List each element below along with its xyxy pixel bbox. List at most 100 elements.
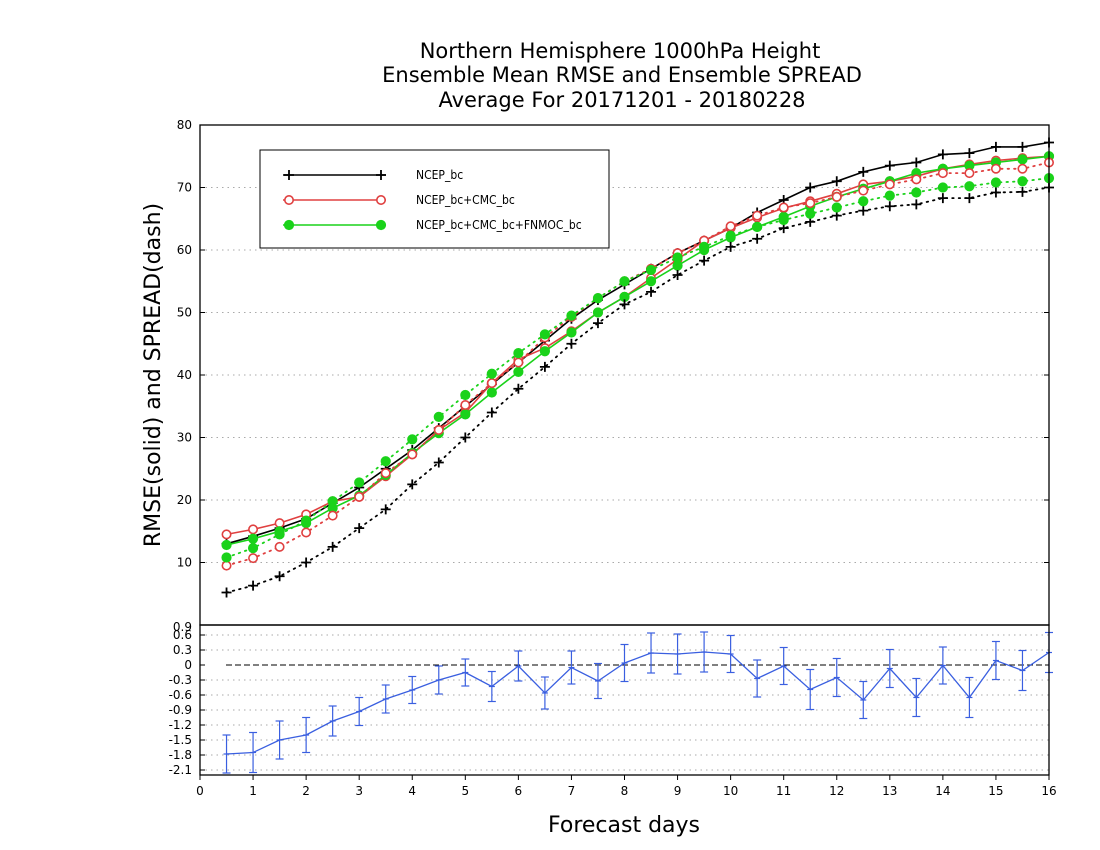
x-tick-label: 12: [829, 784, 844, 798]
data-point: [274, 571, 285, 582]
data-point: [513, 348, 524, 359]
x-tick-label: 3: [355, 784, 363, 798]
data-point: [831, 202, 842, 213]
data-point: [619, 276, 630, 287]
x-tick-label: 10: [723, 784, 738, 798]
x-axis-label: Forecast days: [548, 813, 700, 838]
data-point: [672, 252, 683, 263]
bottom-y-tick-label: -1.5: [169, 733, 192, 747]
data-point: [752, 233, 763, 244]
data-point: [354, 523, 365, 534]
legend-label: NCEP_bc+CMC_bc+FNMOC_bc: [416, 218, 582, 232]
x-tick-label: 8: [621, 784, 629, 798]
error-bar: [859, 680, 868, 720]
bottom-y-tick-label: -1.2: [169, 718, 192, 732]
error-bar: [302, 716, 311, 754]
data-point: [301, 557, 312, 568]
error-bar: [249, 731, 258, 774]
data-point: [247, 533, 259, 544]
data-point: [301, 515, 312, 526]
rmse-spread-panel: 10 20 30 40 50 60 70 80: [177, 118, 1055, 626]
x-tick-labels: 0 1 2 3 4 5 6 7 8 9 10 11 12 13 14 15 16: [196, 775, 1057, 798]
x-tick-label: 9: [674, 784, 682, 798]
top-y-tick-label: 30: [177, 431, 192, 445]
data-point: [274, 541, 285, 552]
data-point: [566, 310, 577, 321]
data-point: [752, 221, 763, 232]
data-point: [221, 529, 232, 540]
data-point: [858, 196, 869, 207]
data-point: [486, 387, 497, 398]
data-point: [1017, 176, 1028, 187]
data-point: [486, 378, 497, 389]
legend-marker: [283, 195, 294, 206]
bottom-y-tick-label: 0.3: [173, 643, 192, 657]
data-point: [858, 205, 869, 216]
bottom-y-tick-labels: 0.60.30-0.3-0.6-0.9-1.2-1.5-1.8-2.1 0.9: [169, 620, 192, 777]
error-bar: [726, 634, 735, 674]
x-tick-label: 4: [408, 784, 416, 798]
error-bar: [700, 631, 709, 673]
data-point: [645, 276, 657, 287]
data-point: [513, 383, 524, 394]
error-bar: [806, 668, 815, 711]
data-point: [1017, 163, 1028, 174]
data-point: [539, 346, 551, 357]
data-point: [778, 202, 789, 213]
data-point: [911, 157, 922, 168]
data-point: [460, 432, 471, 443]
chart-title-line-3: Average For 20171201 - 20180228: [438, 88, 805, 112]
data-point: [566, 338, 577, 349]
x-tick-label: 0: [196, 784, 204, 798]
x-tick-label: 15: [988, 784, 1003, 798]
difference-line: [226, 651, 1050, 755]
bottom-y-tick-label: 0: [184, 658, 192, 672]
data-point: [911, 174, 922, 185]
data-point: [1017, 186, 1028, 197]
error-bar: [620, 643, 629, 683]
legend-item: NCEP_bc+CMC_bc+FNMOC_bc: [283, 218, 582, 232]
error-bar: [381, 684, 390, 714]
data-point: [407, 479, 418, 490]
data-point: [990, 141, 1001, 152]
data-point: [327, 510, 338, 521]
data-point: [937, 168, 948, 179]
top-y-axis-label: RMSE(solid) and SPREAD(dash): [141, 203, 166, 547]
error-bar: [355, 696, 364, 727]
data-point: [725, 221, 736, 232]
data-point: [539, 361, 550, 372]
data-point: [964, 193, 975, 204]
top-y-tick-label: 50: [177, 306, 192, 320]
data-point: [248, 580, 259, 591]
legend-marker: [375, 195, 386, 206]
error-bar: [540, 676, 549, 710]
error-bar: [408, 675, 417, 705]
data-point: [805, 182, 816, 193]
error-bar: [912, 677, 921, 718]
data-point: [964, 181, 975, 192]
data-point: [460, 399, 471, 410]
bottom-y-tick-label: -0.3: [169, 673, 192, 687]
error-bar: [779, 646, 788, 686]
x-tick-label: 16: [1041, 784, 1056, 798]
data-point: [460, 409, 471, 420]
error-bar: [593, 662, 602, 700]
error-bar: [1018, 649, 1027, 692]
legend: NCEP_bc NCEP_bc+CMC_bc NCEP_bc+CMC_bc+FNMO…: [259, 149, 610, 249]
error-bar: [222, 734, 231, 774]
data-point: [248, 553, 259, 564]
data-point: [990, 163, 1001, 174]
chart-title-line-1: Northern Hemisphere 1000hPa Height: [420, 39, 821, 63]
error-bar: [885, 648, 894, 689]
data-point: [354, 491, 365, 502]
data-point: [301, 527, 312, 538]
data-point: [964, 148, 975, 159]
error-bar: [965, 676, 974, 719]
data-point: [566, 327, 577, 338]
data-point: [539, 329, 551, 340]
top-y-tick-label: 60: [177, 243, 192, 257]
data-point: [698, 241, 710, 252]
bottom-y-tick-label: -0.9: [169, 703, 192, 717]
data-point: [884, 190, 895, 201]
